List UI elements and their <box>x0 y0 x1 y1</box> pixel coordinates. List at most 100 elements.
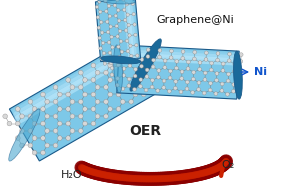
Circle shape <box>7 121 12 126</box>
Circle shape <box>121 70 125 75</box>
Circle shape <box>129 44 132 47</box>
Circle shape <box>146 48 150 52</box>
Circle shape <box>221 62 225 66</box>
Ellipse shape <box>96 0 135 4</box>
Circle shape <box>102 52 106 55</box>
Circle shape <box>129 56 133 60</box>
Circle shape <box>131 2 134 5</box>
Circle shape <box>220 89 224 93</box>
Circle shape <box>15 121 20 126</box>
Circle shape <box>135 47 139 51</box>
Circle shape <box>66 92 71 97</box>
Circle shape <box>95 70 100 75</box>
Circle shape <box>141 77 146 82</box>
Circle shape <box>198 61 202 64</box>
Circle shape <box>129 85 133 90</box>
Circle shape <box>134 67 137 71</box>
Circle shape <box>163 66 167 69</box>
Circle shape <box>139 84 142 88</box>
Circle shape <box>158 77 163 82</box>
Circle shape <box>122 67 126 70</box>
Circle shape <box>32 121 37 126</box>
Circle shape <box>162 86 166 89</box>
Circle shape <box>133 88 136 91</box>
Circle shape <box>128 34 131 37</box>
Circle shape <box>163 59 167 63</box>
Circle shape <box>103 62 106 65</box>
Circle shape <box>91 63 96 68</box>
Circle shape <box>41 121 45 126</box>
Circle shape <box>116 77 119 80</box>
Circle shape <box>136 54 139 57</box>
Circle shape <box>209 81 212 85</box>
Circle shape <box>110 35 113 39</box>
Circle shape <box>95 85 100 90</box>
Circle shape <box>95 99 100 104</box>
Circle shape <box>191 91 194 94</box>
Circle shape <box>181 57 185 60</box>
Circle shape <box>123 53 126 57</box>
Circle shape <box>187 60 190 64</box>
Circle shape <box>141 92 146 97</box>
Circle shape <box>111 46 114 49</box>
Circle shape <box>140 58 144 61</box>
Circle shape <box>216 58 219 62</box>
Circle shape <box>115 24 118 28</box>
Circle shape <box>121 60 124 64</box>
Circle shape <box>108 107 112 111</box>
Circle shape <box>197 81 201 85</box>
Circle shape <box>121 56 125 60</box>
Circle shape <box>129 99 133 104</box>
Circle shape <box>174 80 178 83</box>
Circle shape <box>125 3 128 6</box>
Circle shape <box>133 48 138 53</box>
Circle shape <box>239 53 243 57</box>
Circle shape <box>169 69 172 73</box>
Circle shape <box>111 53 115 57</box>
Circle shape <box>227 59 231 63</box>
Circle shape <box>20 114 24 119</box>
Circle shape <box>104 85 108 90</box>
Circle shape <box>228 52 232 56</box>
Circle shape <box>208 88 212 92</box>
Circle shape <box>169 56 173 60</box>
Circle shape <box>216 52 220 55</box>
Circle shape <box>96 16 99 19</box>
Circle shape <box>108 92 112 97</box>
Circle shape <box>66 107 71 111</box>
Circle shape <box>78 85 83 90</box>
Circle shape <box>128 57 132 61</box>
Circle shape <box>181 50 185 53</box>
Circle shape <box>117 57 121 60</box>
Circle shape <box>117 19 121 22</box>
Circle shape <box>15 107 20 111</box>
Circle shape <box>127 23 130 27</box>
Circle shape <box>233 63 237 66</box>
Circle shape <box>110 73 114 77</box>
Circle shape <box>214 92 218 96</box>
Circle shape <box>118 55 121 59</box>
Circle shape <box>53 143 58 148</box>
Circle shape <box>167 89 171 93</box>
Circle shape <box>106 30 110 34</box>
Polygon shape <box>117 45 239 99</box>
Circle shape <box>127 84 131 88</box>
Text: Graphene@Ni: Graphene@Ni <box>156 15 234 25</box>
Circle shape <box>129 70 133 75</box>
Circle shape <box>53 114 58 119</box>
Circle shape <box>118 29 122 33</box>
Circle shape <box>154 70 159 75</box>
Circle shape <box>150 85 154 89</box>
Circle shape <box>41 92 45 97</box>
Circle shape <box>57 92 62 97</box>
Circle shape <box>78 70 83 75</box>
Circle shape <box>168 76 172 80</box>
Circle shape <box>97 26 100 29</box>
Circle shape <box>140 64 143 68</box>
Circle shape <box>158 49 162 52</box>
Circle shape <box>158 55 161 59</box>
Ellipse shape <box>101 56 140 64</box>
Circle shape <box>99 47 102 50</box>
Circle shape <box>170 49 173 53</box>
Circle shape <box>133 92 138 97</box>
